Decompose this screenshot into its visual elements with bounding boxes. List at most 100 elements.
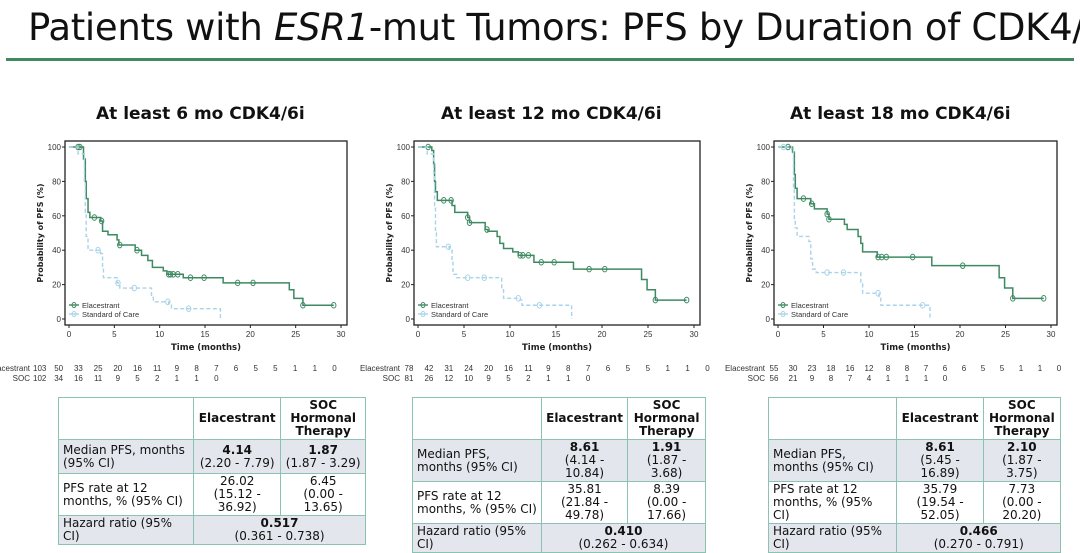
km-chart-6mo: 0 20 40 60 80 100 0 5 10 15 20 25 30 Time (months) Pro…: [36, 140, 348, 353]
at-risk-count: 1: [565, 374, 571, 383]
y-tick-label: 80: [761, 177, 770, 186]
hr-label: Hazard ratio (95% CI): [773, 524, 883, 551]
x-tick-label: 10: [506, 330, 515, 339]
x-tick-label: 10: [155, 330, 164, 339]
hr-label-cell: Hazard ratio (95% CI): [767, 523, 898, 553]
legend-marker: [420, 302, 426, 308]
elacestrant-censor-mark: [875, 253, 881, 261]
y-tick-label: 100: [397, 143, 411, 152]
at-risk-count: 0: [705, 364, 710, 373]
at-risk-count: 5: [625, 364, 631, 373]
soc-censor-mark: [919, 301, 926, 309]
soc-censor-mark: [445, 243, 452, 251]
header-soc: SOC Hormonal Therapy: [982, 397, 1062, 440]
header-empty-cell: [412, 397, 542, 440]
median-soc-ci: (1.87 - 3.29): [285, 455, 361, 470]
at-risk-count: 25: [93, 364, 103, 373]
at-risk-count: 78: [404, 364, 414, 373]
at-risk-count: 8: [885, 364, 891, 373]
median-label-cell: Median PFS, months (95% CI): [767, 439, 898, 482]
legend-marker: [780, 311, 786, 317]
at-risk-count: 5: [273, 364, 278, 373]
median-soc: 1.91: [651, 440, 682, 454]
legend-marker: [420, 311, 426, 317]
elacestrant-censor-mark: [652, 296, 659, 304]
x-tick-label: 15: [910, 330, 919, 339]
rate-soc-ci: (0.00 - 13.65): [303, 487, 343, 514]
col-elacestrant: Elacestrant: [546, 411, 623, 425]
slide-title: Patients with ESR1-mut Tumors: PFS by Du…: [28, 6, 1080, 49]
elacestrant-censor-mark: [1010, 295, 1016, 302]
hazard-ratio: 0.517: [260, 516, 299, 530]
km-chart-12mo: 0 20 40 60 80 100 0 5 10 15 20 25 30 Time (months) Pro…: [385, 140, 701, 353]
y-tick-label: 100: [48, 143, 62, 152]
median-ela: 8.61: [569, 440, 600, 454]
median-label: Median PFS, months (95% CI): [63, 442, 185, 470]
rate-soc-ci: (0.00 - 17.66): [646, 495, 687, 522]
at-risk-count: 2: [154, 374, 160, 383]
legend-label: Standard of Care: [791, 310, 848, 319]
at-risk-count: 55: [769, 364, 779, 373]
legend-label: Standard of Care: [431, 310, 488, 319]
median-label-cell: Median PFS, months (95% CI): [412, 439, 542, 482]
y-tick-label: 40: [761, 246, 770, 255]
at-risk-count: 6: [961, 364, 967, 373]
at-risk-count: 12: [444, 374, 454, 383]
soc-censor-mark: [780, 143, 787, 151]
x-tick-label: 30: [690, 330, 699, 339]
at-risk-count: 18: [826, 364, 836, 373]
col-soc: SOC Hormonal Therapy: [290, 398, 357, 438]
rate-soc: 8.39: [653, 482, 680, 496]
soc-censor-mark: [131, 284, 137, 292]
at-risk-count: 8: [194, 364, 199, 373]
hr-cell: 0.466 (0.270 - 0.791): [896, 523, 1061, 553]
title-text-rest: -mut Tumors: PFS by Duration of CDK4/6i: [368, 6, 1080, 49]
results-table-6mo: Elacestrant SOC Hormonal Therapy Median PF…: [57, 397, 366, 545]
at-risk-count: 5: [253, 364, 258, 373]
rate-soc-cell: 8.39 (0.00 - 17.66): [627, 481, 706, 524]
x-axis-label: Time (months): [881, 343, 951, 353]
x-tick-label: 5: [462, 330, 467, 339]
header-empty-cell: [57, 397, 195, 440]
soc-censor-mark: [824, 269, 830, 276]
at-risk-count: 0: [332, 364, 337, 373]
at-risk-count: 9: [486, 374, 491, 383]
plot-frame: [413, 140, 701, 326]
elacestrant-censor-mark: [883, 253, 889, 261]
at-risk-row-label: SOC: [382, 374, 400, 383]
at-risk-count: 7: [214, 364, 219, 373]
at-risk-count: 5: [135, 374, 140, 383]
rate-ela-ci: (15.12 - 36.92): [213, 487, 261, 514]
x-tick-label: 25: [291, 330, 300, 339]
x-axis-label: Time (months): [171, 343, 241, 353]
median-soc-cell: 2.10 (1.87 - 3.75): [982, 439, 1062, 482]
at-risk-count: 16: [845, 364, 855, 373]
elacestrant-censor-mark: [175, 270, 181, 278]
x-tick-label: 5: [112, 330, 117, 339]
at-risk-count: 5: [980, 364, 986, 373]
rate-ela-ci: (19.54 - 52.05): [916, 495, 964, 522]
hr-label: Hazard ratio (95% CI): [417, 524, 527, 551]
soc-censor-mark: [840, 269, 847, 276]
hazard-ratio-ci: (0.361 - 0.738): [234, 529, 325, 543]
header-empty-cell: [767, 397, 898, 440]
x-tick-label: 25: [1001, 330, 1010, 339]
rate-ela: 35.81: [567, 482, 602, 496]
plot-frame: [64, 140, 348, 326]
at-risk-count: 11: [93, 374, 103, 383]
col-elacestrant: Elacestrant: [901, 411, 979, 425]
y-tick-label: 0: [406, 315, 411, 324]
at-risk-count: 16: [133, 364, 142, 373]
x-tick-label: 0: [67, 330, 72, 339]
y-tick-label: 100: [757, 143, 771, 152]
at-risk-count: 10: [464, 374, 474, 383]
rate-soc-ci: (0.00 - 20.20): [1002, 495, 1042, 522]
median-ela-ci: (5.45 - 16.89): [920, 453, 960, 480]
elacestrant-censor-mark: [586, 265, 592, 273]
elacestrant-censor-mark: [909, 253, 916, 261]
at-risk-count: 81: [404, 374, 414, 383]
soc-censor-mark: [515, 295, 521, 302]
median-soc-cell: 1.91 (1.87 - 3.68): [627, 439, 706, 482]
at-risk-count: 9: [546, 364, 551, 373]
x-tick-label: 25: [644, 330, 653, 339]
